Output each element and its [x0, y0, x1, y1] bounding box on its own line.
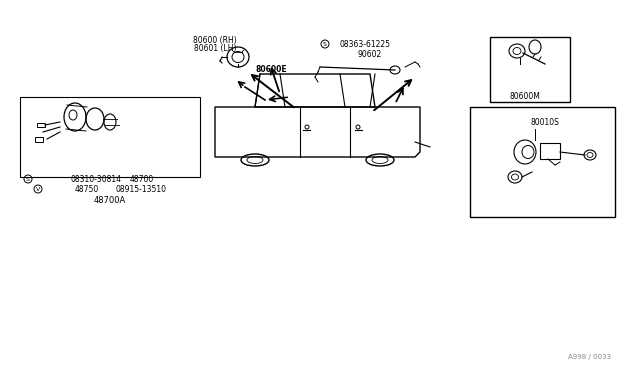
Text: 08915-13510: 08915-13510 [115, 185, 166, 193]
Text: V: V [36, 186, 40, 192]
Text: 80600E: 80600E [255, 64, 287, 74]
Text: 08310-30814: 08310-30814 [70, 174, 121, 183]
Text: 08363-61225: 08363-61225 [339, 39, 390, 48]
Text: S: S [26, 176, 30, 182]
Bar [35, 137, 43, 142]
Text: 48700A: 48700A [94, 196, 126, 205]
Bar [540, 143, 560, 159]
Text: 80600 (RH): 80600 (RH) [193, 35, 237, 45]
Bar [470, 107, 615, 217]
Text: A998 / 0033: A998 / 0033 [568, 354, 612, 360]
Bar [37, 123, 45, 127]
Text: 80010S: 80010S [531, 118, 559, 126]
Text: 48750: 48750 [75, 185, 99, 193]
Text: S: S [323, 42, 327, 46]
Circle shape [305, 125, 309, 129]
Text: 90602: 90602 [358, 49, 382, 58]
Text: 80600M: 80600M [509, 92, 540, 100]
Text: 80601 (LH): 80601 (LH) [194, 44, 236, 52]
Bar [490, 37, 570, 102]
Circle shape [356, 125, 360, 129]
Bar [20, 97, 200, 177]
Text: 48700: 48700 [130, 174, 154, 183]
